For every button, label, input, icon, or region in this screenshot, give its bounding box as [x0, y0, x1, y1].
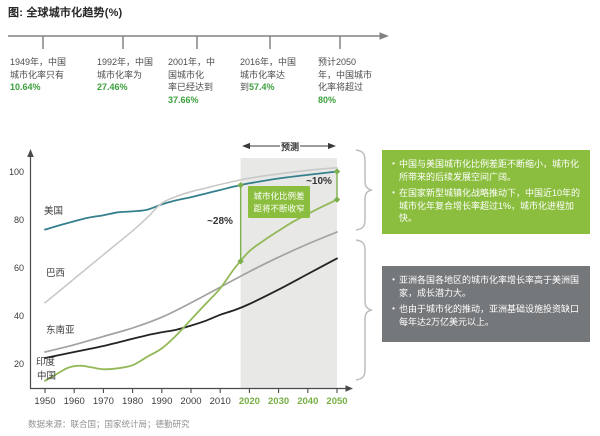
chart-element: 预计2050 [318, 57, 357, 67]
x-tick-label: 1990 [151, 396, 172, 407]
x-tick-label: 2030 [268, 396, 289, 407]
chart-element: 1992年，中国 [97, 57, 154, 67]
brace-top-icon [355, 149, 374, 231]
series-label-brazil: 巴西 [46, 268, 65, 279]
chart-element: 城市化率只有 [10, 69, 65, 80]
bullet-icon: • [392, 159, 395, 168]
y-tick-label: 20 [14, 359, 24, 369]
insight-text: 在国家新型城镇化战略推动下，中国近10年的城市化年复合增长率超过1%，城市化进程… [399, 188, 581, 223]
series-label-southeast-asia: 东南亚 [46, 324, 75, 336]
series-line-india [44, 257, 338, 359]
chart-element: 年，中国城市 [318, 69, 373, 80]
x-axis-arrow-icon [345, 385, 353, 392]
x-tick-label: 2020 [239, 396, 260, 407]
urbanization-chart: 预测 1950 1960 1970 1980 1990 2000 2010 2020 2030 20… [9, 141, 374, 407]
series-label-china: 中国 [37, 370, 56, 382]
series-line-southeast-asia [44, 231, 338, 353]
series-label-india: 印度 [36, 356, 56, 368]
insight-bullet: • 中国与美国城市化比例差距不断缩小，城市化所带来的后续发展空间广阔。 [388, 158, 582, 183]
series-line-us [44, 170, 338, 231]
milestone-value: 10.64% [10, 82, 41, 92]
x-tick-label: 1970 [93, 396, 114, 407]
chart-element: 率已经达到 [168, 82, 214, 92]
insight-bullet: • 在国家新型城镇化战略推动下，中国近10年的城市化年复合增长率超过1%，城市化进… [388, 187, 582, 225]
bullet-icon: • [392, 188, 395, 197]
timeline-milestone: 1992年，中国 城市化率为 27.46% [97, 56, 163, 94]
timeline-ticks [42, 36, 341, 49]
chart-element: 到57.4% [240, 82, 275, 92]
x-tick-label: 2000 [180, 396, 201, 407]
timeline-milestone: 2016年，中国 城市化率达到57.4% [240, 56, 304, 94]
x-tick-label: 1980 [122, 396, 143, 407]
gap-note-text: 城市化比例差 [253, 191, 304, 201]
series-line-china [44, 198, 338, 382]
diamond-icon [237, 181, 244, 189]
gap-note-box [248, 186, 310, 218]
insight-bullet: • 也由于城市化的推动，亚洲基础设施投资缺口每年达2万亿美元以上。 [388, 303, 582, 328]
chart-element: 2016年，中国 [240, 57, 297, 67]
diamond-icon [333, 168, 341, 175]
y-tick-label: 80 [14, 215, 24, 225]
arrow-right-icon [328, 142, 336, 150]
x-tick-label: 1960 [64, 396, 85, 407]
timeline-axis [8, 32, 389, 49]
x-tick-label: 2010 [210, 396, 231, 407]
brace-bottom-icon [355, 239, 374, 381]
series-label-us: 美国 [44, 205, 63, 217]
series-line-brazil [44, 166, 338, 304]
chart-element: 国城市化 [168, 69, 205, 80]
gap-label: ~10% [306, 176, 332, 187]
chart-element: 化率将超过 [318, 82, 364, 92]
chart-element: 1949年，中国 [10, 57, 67, 67]
milestone-value: 57.4% [249, 82, 275, 92]
timeline-milestones: 1949年，中国 城市化率只有 10.64% 1992年，中国 城市化率为 27.46% 2… [0, 56, 600, 122]
x-tick-label: 2040 [297, 396, 318, 407]
y-tick-label: 40 [14, 311, 24, 321]
insight-box-china-us: • 中国与美国城市化比例差距不断缩小，城市化所带来的后续发展空间广阔。 • 在国家新型… [382, 150, 590, 234]
chart-element: 城市化率为 [97, 69, 143, 80]
figure-title: 图: 全球城市化趋势(%) [8, 7, 123, 19]
chart-element: 37.66% [168, 94, 226, 107]
diamond-icon [237, 258, 244, 265]
timeline-milestone: 1949年，中国 城市化率只有 10.64% [10, 56, 78, 94]
insight-text: 中国与美国城市化比例差距不断缩小，城市化所带来的后续发展空间广阔。 [399, 159, 580, 182]
y-axis-arrow-icon [27, 149, 34, 157]
bullet-icon: • [392, 304, 395, 313]
chart-element: 10.64% [10, 81, 78, 94]
milestone-value: 80% [318, 94, 337, 105]
forecast-label: 预测 [281, 141, 299, 152]
source-note: 数据来源：联合国；国家统计局；德勤研究 [28, 419, 190, 429]
insight-text: 也由于城市化的推动，亚洲基础设施投资缺口每年达2万亿美元以上。 [399, 304, 580, 327]
bullet-icon: • [392, 275, 395, 284]
timeline-arrow-icon [379, 32, 389, 40]
arrow-left-icon [242, 142, 250, 150]
timeline-milestone: 2001年，中 国城市化率已经达到 37.66% [168, 56, 226, 106]
y-tick-label: 100 [9, 167, 24, 177]
milestone-value: 27.46% [97, 82, 128, 92]
x-tick-label: 1950 [34, 396, 55, 407]
gap-label: ~28% [207, 216, 233, 227]
insight-box-asia: • 亚洲各国各地区的城市化率增长率高于美洲国家，成长潜力大。 • 也由于城市化的推动，… [382, 266, 590, 342]
timeline-milestone: 预计2050 年，中国城市 化率将超过 80% [318, 56, 384, 106]
diamond-icon [333, 196, 341, 203]
chart-element: 27.46% [97, 81, 163, 94]
y-tick-label: 60 [14, 263, 24, 273]
chart-element: 80% [318, 94, 384, 107]
milestone-value: 37.66% [168, 94, 199, 105]
chart-element: 2001年，中 [168, 57, 216, 67]
gap-note-text: 距将不断收窄 [253, 204, 304, 214]
x-tick-label: 2050 [326, 396, 347, 407]
insight-text: 亚洲各国各地区的城市化率增长率高于美洲国家，成长潜力大。 [399, 275, 580, 298]
chart-element: 城市化率达 [240, 69, 286, 80]
insight-bullet: • 亚洲各国各地区的城市化率增长率高于美洲国家，成长潜力大。 [388, 274, 582, 299]
